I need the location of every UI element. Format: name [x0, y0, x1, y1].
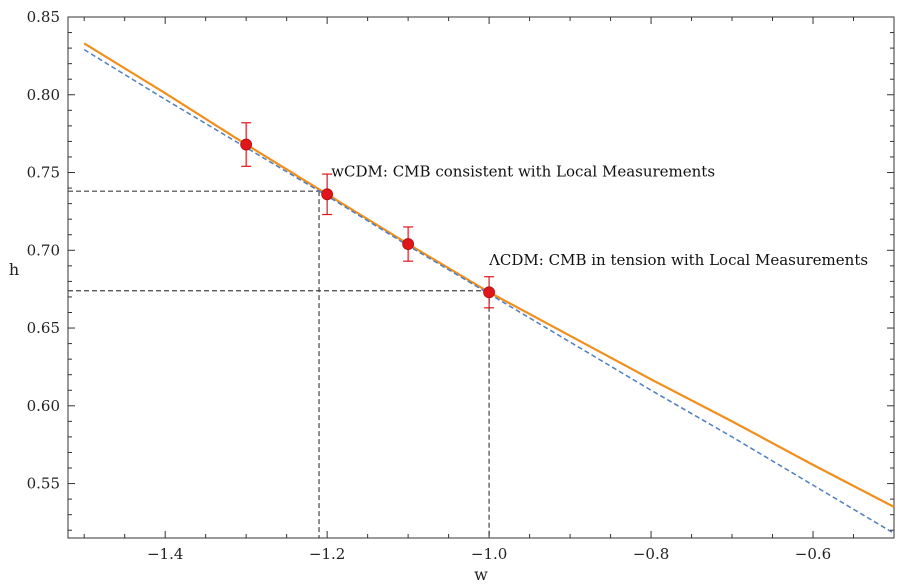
- x-tick-label: −1.0: [471, 545, 507, 563]
- y-tick-label: 0.65: [27, 319, 60, 337]
- y-tick-label: 0.55: [27, 475, 60, 493]
- y-tick-label: 0.60: [27, 397, 60, 415]
- data-point: [402, 238, 415, 250]
- annotation-1: wCDM: CMB consistent with Local Measurem…: [331, 162, 715, 180]
- x-tick-label: −1.4: [147, 545, 183, 563]
- x-tick-label: −0.8: [633, 545, 669, 563]
- data-point: [240, 138, 253, 151]
- plot-frame: [67, 16, 895, 539]
- y-tick-label: 0.75: [27, 164, 60, 182]
- data-point: [483, 286, 495, 299]
- y-axis-label: h: [9, 260, 19, 279]
- data-point: [321, 188, 334, 201]
- y-tick-label: 0.85: [27, 8, 60, 26]
- x-axis-label: w: [474, 565, 488, 584]
- x-tick-label: −1.2: [309, 545, 345, 563]
- x-tick-label: −0.6: [795, 545, 831, 563]
- annotation-2: ΛCDM: CMB in tension with Local Measurem…: [488, 251, 868, 269]
- y-tick-label: 0.70: [27, 241, 60, 259]
- y-tick-label: 0.80: [27, 86, 60, 104]
